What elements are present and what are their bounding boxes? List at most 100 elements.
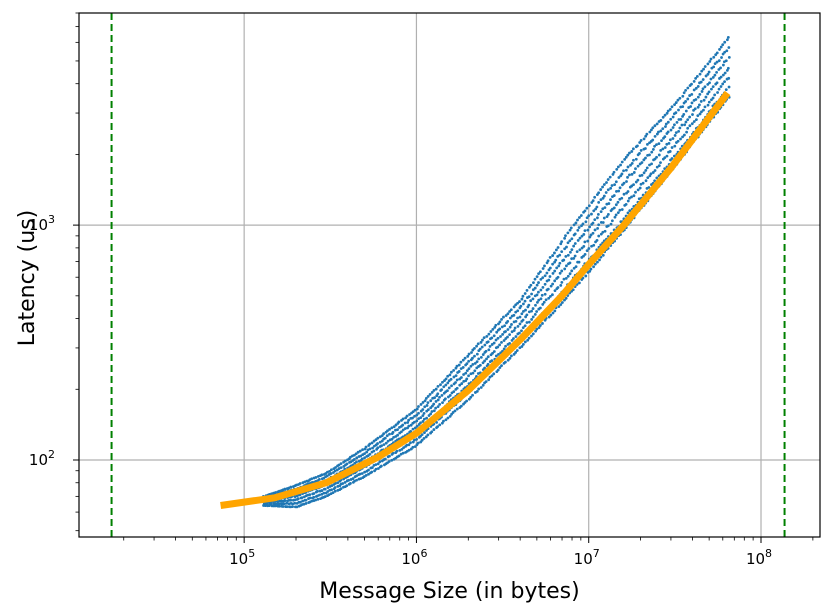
- scatter-point: [525, 313, 529, 317]
- scatter-point: [630, 162, 634, 165]
- scatter-point: [440, 388, 444, 392]
- scatter-point: [560, 281, 564, 284]
- scatter-point: [392, 435, 395, 439]
- scatter-point: [632, 183, 635, 187]
- scatter-point: [380, 434, 384, 438]
- scatter-point: [639, 182, 643, 186]
- scatter-point: [506, 319, 510, 323]
- scatter-point: [612, 170, 616, 174]
- scatter-point: [657, 153, 661, 157]
- scatter-point: [378, 440, 382, 444]
- scatter-point: [352, 458, 356, 461]
- scatter-point: [277, 489, 281, 493]
- scatter-point: [300, 496, 304, 499]
- scatter-point: [673, 144, 677, 148]
- scatter-point: [688, 115, 692, 119]
- scatter-point: [620, 172, 624, 176]
- scatter-point: [438, 423, 442, 427]
- scatter-point: [467, 359, 471, 363]
- scatter-point: [549, 294, 552, 298]
- scatter-point: [624, 202, 628, 206]
- scatter-point: [318, 478, 321, 481]
- scatter-point: [506, 335, 509, 339]
- scatter-point: [723, 80, 726, 84]
- scatter-point: [459, 367, 463, 371]
- scatter-point: [438, 402, 442, 406]
- scatter-point: [698, 112, 702, 116]
- scatter-point: [676, 139, 680, 143]
- scatter-point: [700, 110, 703, 114]
- scatter-point: [701, 87, 705, 91]
- scatter-point: [696, 105, 700, 109]
- scatter-point: [522, 302, 525, 306]
- scatter-point: [715, 51, 719, 55]
- scatter-point: [704, 95, 708, 99]
- scatter-point: [510, 330, 514, 334]
- scatter-point: [586, 239, 590, 243]
- scatter-point: [368, 447, 372, 451]
- scatter-point: [477, 357, 481, 361]
- scatter-point: [551, 282, 555, 286]
- scatter-point: [674, 101, 678, 104]
- scatter-point: [492, 341, 496, 345]
- scatter-point: [358, 472, 362, 476]
- scatter-point: [588, 225, 592, 229]
- scatter-point: [429, 399, 433, 403]
- scatter-point: [726, 35, 730, 39]
- scatter-point: [573, 242, 577, 245]
- plot-frame: [78, 12, 821, 538]
- scatter-point: [553, 251, 556, 255]
- scatter-point: [581, 222, 585, 226]
- scatter-point: [664, 125, 667, 128]
- scatter-point: [415, 438, 419, 441]
- scatter-point: [504, 314, 508, 317]
- scatter-point: [328, 469, 331, 473]
- scatter-point: [527, 303, 531, 307]
- scatter-point: [490, 343, 494, 346]
- scatter-point: [337, 463, 341, 467]
- scatter-point: [642, 137, 646, 141]
- scatter-point: [727, 76, 731, 80]
- scatter-point: [388, 454, 391, 458]
- scatter-point: [465, 369, 469, 373]
- scatter-point: [711, 75, 715, 79]
- scatter-point: [374, 467, 378, 471]
- scatter-point: [331, 491, 335, 495]
- scatter-point: [586, 228, 590, 232]
- scatter-point: [551, 271, 555, 275]
- scatter-point: [596, 216, 599, 220]
- scatter-point: [318, 493, 321, 497]
- scatter-point: [386, 429, 389, 433]
- scatter-point: [430, 410, 434, 413]
- scatter-point: [640, 173, 644, 177]
- scatter-point: [363, 470, 367, 474]
- scatter-point: [681, 105, 685, 109]
- scatter-point: [655, 122, 659, 126]
- scatter-point: [390, 426, 394, 430]
- scatter-point: [504, 344, 507, 348]
- scatter-point: [522, 309, 525, 313]
- scatter-point: [367, 472, 370, 476]
- scatter-point: [520, 297, 524, 301]
- scatter-point: [613, 215, 617, 219]
- scatter-point: [426, 433, 430, 437]
- scatter-point: [283, 499, 287, 503]
- scatter-point: [693, 107, 697, 111]
- scatter-point: [492, 372, 496, 376]
- scatter-point: [565, 264, 568, 268]
- scatter-point: [374, 463, 378, 467]
- scatter-point: [605, 215, 609, 219]
- scatter-point: [674, 131, 678, 135]
- scatter-point: [543, 282, 547, 286]
- scatter-point: [535, 293, 539, 297]
- scatter-point: [333, 469, 337, 473]
- scatter-point: [601, 221, 605, 224]
- scatter-point: [361, 448, 364, 452]
- scatter-point: [556, 246, 560, 249]
- scatter-point: [392, 425, 396, 429]
- scatter-point: [448, 394, 452, 397]
- scatter-point: [603, 206, 607, 210]
- scatter-point: [666, 109, 670, 113]
- scatter-point: [475, 352, 479, 356]
- scatter-point: [695, 74, 699, 78]
